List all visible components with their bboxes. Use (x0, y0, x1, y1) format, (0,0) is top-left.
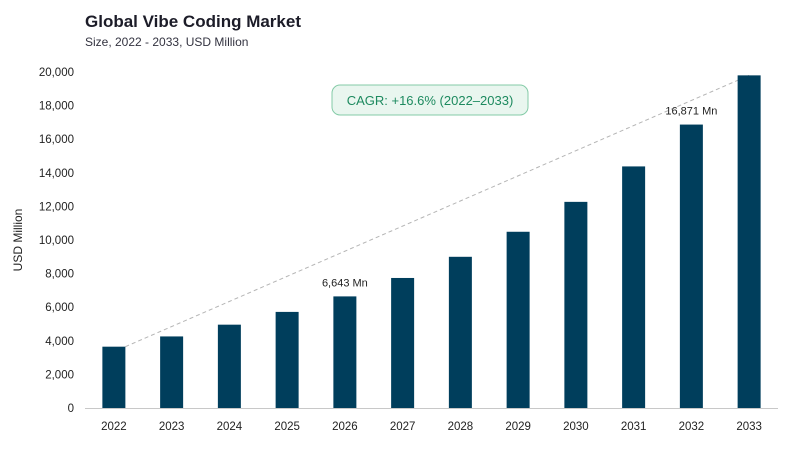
x-tick-label: 2022 (101, 421, 127, 433)
cagr-badge: CAGR: +16.6% (2022–2033) (331, 84, 529, 116)
y-tick-label: 14,000 (39, 168, 74, 180)
y-tick-label: 16,000 (39, 134, 74, 146)
y-axis-label: USD Million (11, 209, 25, 272)
data-labels: 6,643 Mn 16,871 Mn (322, 106, 717, 290)
bar-2027 (391, 277, 415, 408)
x-tick-label: 2028 (448, 421, 474, 433)
bar-2031 (622, 166, 646, 408)
bar-2030 (564, 201, 588, 408)
cagr-badge-box (331, 84, 529, 116)
y-tick-label: 8,000 (45, 269, 74, 281)
x-tick-label: 2032 (679, 421, 705, 433)
bar-2033 (737, 75, 761, 409)
x-tick-label: 2031 (621, 421, 647, 433)
bar-2029 (506, 231, 530, 408)
x-tick-label: 2030 (563, 421, 589, 433)
bars (102, 75, 761, 409)
cagr-badge-text: CAGR: +16.6% (2022–2033) (347, 93, 514, 108)
y-tick-label: 10,000 (39, 235, 74, 247)
bar-2028 (448, 256, 472, 408)
x-tick-label: 2027 (390, 421, 416, 433)
y-tick-label: 12,000 (39, 201, 74, 213)
bar-2025 (275, 311, 299, 408)
y-tick-label: 4,000 (45, 336, 74, 348)
y-tick-label: 18,000 (39, 101, 74, 113)
x-tick-label: 2025 (274, 421, 300, 433)
x-tick-label: 2033 (736, 421, 762, 433)
cagr-trend-line (125, 74, 750, 348)
data-label-2032: 16,871 Mn (665, 106, 717, 118)
x-axis: 2022 2023 2024 2025 2026 2027 2028 2029 2030 2031… (85, 408, 778, 433)
x-tick-label: 2023 (159, 421, 185, 433)
x-tick-label: 2029 (505, 421, 531, 433)
bar-2026 (333, 296, 357, 408)
chart-title: Global Vibe Coding Market (85, 12, 301, 31)
x-tick-label: 2026 (332, 421, 358, 433)
bar-2032 (679, 124, 703, 408)
bar-2024 (217, 324, 241, 408)
chart-subtitle: Size, 2022 - 2033, USD Million (85, 35, 249, 49)
x-tick-label: 2024 (217, 421, 243, 433)
y-tick-label: 2,000 (45, 369, 74, 381)
bar-2022 (102, 346, 126, 408)
y-axis: 0 2,000 4,000 6,000 8,000 10,000 12,000 14,000 1… (39, 67, 74, 415)
y-tick-label: 6,000 (45, 302, 74, 314)
bar-2023 (160, 336, 184, 408)
y-tick-label: 0 (68, 403, 74, 415)
data-label-2026: 6,643 Mn (322, 277, 368, 289)
y-tick-label: 20,000 (39, 67, 74, 79)
